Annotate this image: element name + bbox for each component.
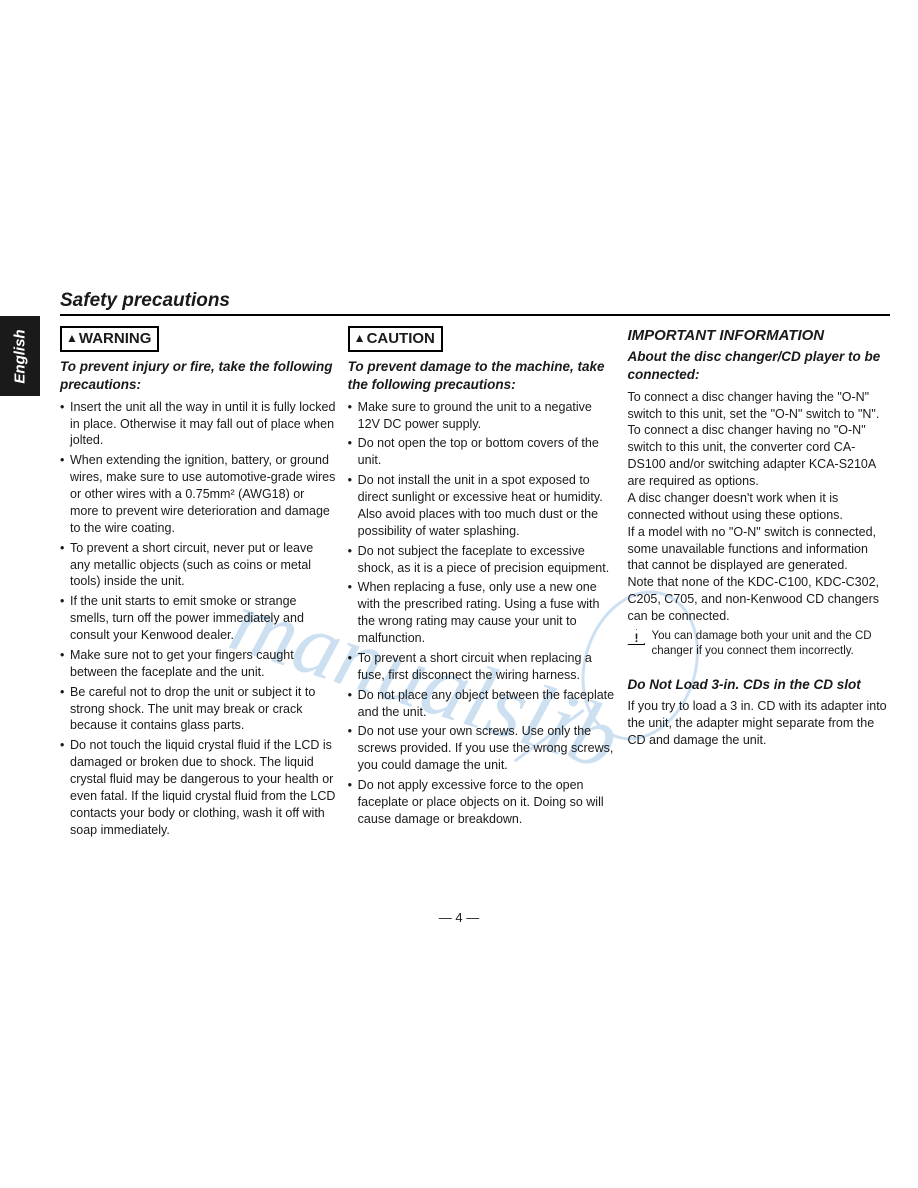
warning-box-heading: WARNING	[60, 326, 159, 352]
important-body-1: To connect a disc changer having the "O-…	[627, 389, 890, 625]
list-item: Do not open the top or bottom covers of …	[348, 435, 616, 469]
language-tab: English	[0, 316, 40, 396]
important-heading: IMPORTANT INFORMATION	[627, 326, 890, 346]
caution-subheading: To prevent damage to the machine, take t…	[348, 358, 616, 394]
page-content: Safety precautions WARNING To prevent in…	[60, 290, 890, 842]
list-item: Do not apply excessive force to the open…	[348, 777, 616, 828]
language-tab-label: English	[12, 329, 29, 383]
list-item: To prevent a short circuit, never put or…	[60, 540, 336, 591]
column-warning: WARNING To prevent injury or fire, take …	[60, 326, 336, 842]
list-item: When extending the ignition, battery, or…	[60, 452, 336, 536]
important-subheading-2: Do Not Load 3-in. CDs in the CD slot	[627, 676, 890, 694]
important-body-2: If you try to load a 3 in. CD with its a…	[627, 698, 890, 749]
list-item: If the unit starts to emit smoke or stra…	[60, 593, 336, 644]
warning-subheading: To prevent injury or fire, take the foll…	[60, 358, 336, 394]
list-item: When replacing a fuse, only use a new on…	[348, 579, 616, 647]
list-item: Be careful not to drop the unit or subje…	[60, 684, 336, 735]
list-item: Insert the unit all the way in until it …	[60, 399, 336, 450]
list-item: Make sure to ground the unit to a negati…	[348, 399, 616, 433]
important-subheading-1: About the disc changer/CD player to be c…	[627, 348, 890, 384]
list-item: Do not install the unit in a spot expose…	[348, 472, 616, 540]
list-item: Do not place any object between the face…	[348, 687, 616, 721]
caution-box-heading: CAUTION	[348, 326, 443, 352]
columns-container: WARNING To prevent injury or fire, take …	[60, 326, 890, 842]
section-title: Safety precautions	[60, 290, 890, 316]
warning-triangle-icon: !	[627, 629, 645, 645]
page-number: — 4 —	[0, 910, 918, 925]
caution-note: ! You can damage both your unit and the …	[627, 629, 890, 660]
column-important: IMPORTANT INFORMATION About the disc cha…	[627, 326, 890, 842]
list-item: Do not subject the faceplate to excessiv…	[348, 543, 616, 577]
list-item: Make sure not to get your fingers caught…	[60, 647, 336, 681]
list-item: Do not touch the liquid crystal fluid if…	[60, 737, 336, 838]
column-caution: CAUTION To prevent damage to the machine…	[348, 326, 616, 842]
list-item: Do not use your own screws. Use only the…	[348, 723, 616, 774]
caution-note-text: You can damage both your unit and the CD…	[651, 629, 890, 660]
warning-bullet-list: Insert the unit all the way in until it …	[60, 399, 336, 839]
caution-bullet-list: Make sure to ground the unit to a negati…	[348, 399, 616, 828]
list-item: To prevent a short circuit when replacin…	[348, 650, 616, 684]
